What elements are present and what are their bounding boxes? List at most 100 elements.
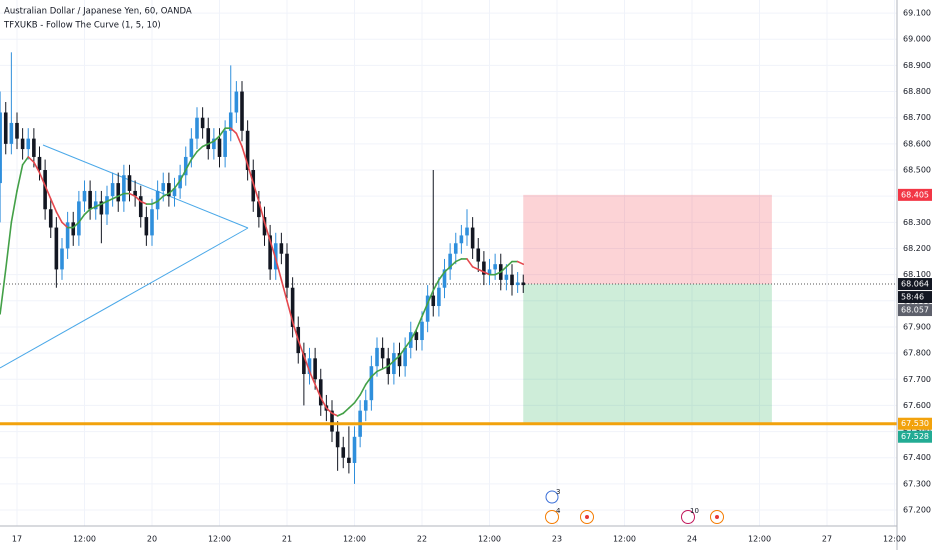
price-label-bg	[898, 430, 932, 443]
candle-body	[262, 217, 267, 236]
y-tick-label: 67.300	[903, 479, 931, 488]
curve-segment	[258, 200, 266, 224]
curve-segment	[55, 211, 63, 224]
target-zone	[523, 284, 772, 425]
candle-body	[127, 175, 132, 191]
candle-body	[26, 138, 31, 150]
candle-body	[150, 209, 154, 236]
y-tick-label: 68.100	[903, 270, 931, 279]
curve-segment	[303, 354, 311, 373]
candle-body	[223, 130, 227, 157]
candle-body	[77, 201, 81, 236]
candle-body	[493, 264, 497, 270]
candle-body	[453, 243, 458, 254]
curve-segment	[218, 127, 226, 137]
curve-segment	[353, 394, 361, 404]
curve-segment	[139, 200, 148, 205]
candle-body	[240, 91, 244, 131]
curve-segment	[286, 299, 294, 323]
curve-segment	[387, 360, 395, 367]
candle-body	[32, 138, 36, 157]
event-dot	[585, 515, 589, 519]
curve-segment	[404, 339, 412, 349]
axes: 69.100 69.000 68.900 68.800 68.700 68.600 68.5…	[12, 9, 932, 544]
candle-body	[245, 130, 250, 171]
price-label: 68.057	[901, 306, 929, 315]
candle-body	[0, 112, 2, 184]
candle-body	[515, 282, 520, 286]
candle-body	[341, 447, 346, 458]
stop-zone	[523, 194, 772, 285]
curve-segment	[466, 258, 474, 268]
x-tick-label: 27	[822, 535, 832, 544]
curve-segment	[83, 208, 91, 216]
y-tick-label: 69.000	[903, 35, 931, 44]
curve-segment	[319, 396, 328, 409]
curve-segment	[297, 339, 305, 357]
candle-body	[9, 122, 14, 144]
curve-segment	[359, 383, 367, 396]
event-icon[interactable]	[681, 510, 695, 524]
candle-body	[212, 138, 216, 150]
candle-body	[206, 128, 211, 150]
position-tool	[0, 194, 897, 425]
curve-segment	[241, 145, 249, 166]
candle-body	[234, 91, 239, 113]
candle-body	[437, 287, 441, 307]
candle-body	[392, 353, 396, 375]
curve-segment	[516, 260, 525, 265]
curve-segment	[274, 258, 283, 281]
candle-body	[521, 282, 526, 286]
curve-segment	[196, 145, 204, 153]
curve-segment	[421, 302, 429, 318]
curve-segment	[348, 402, 356, 409]
curve-segment	[10, 190, 18, 224]
curve-segment	[291, 320, 300, 341]
curve-segment	[44, 184, 52, 200]
candle-body	[459, 235, 464, 244]
x-tick-label: 12:00	[613, 535, 636, 544]
event-icon[interactable]	[545, 510, 559, 524]
x-tick-label: 12:00	[478, 535, 501, 544]
price-label-bg	[898, 188, 932, 201]
curve-segment	[331, 412, 339, 417]
curve-segment	[100, 200, 108, 205]
curve-segment	[134, 195, 142, 203]
candle-body	[105, 196, 109, 215]
candle-body	[54, 227, 59, 270]
candle-body	[99, 201, 104, 215]
x-tick-label: 12:00	[748, 535, 771, 544]
candle-body	[20, 138, 25, 150]
curve-segment	[393, 354, 401, 362]
countdown: 58:46	[901, 293, 924, 302]
price-label: 68.064	[901, 280, 929, 289]
curve-segment	[72, 221, 80, 229]
x-tick-label: 12:00	[343, 535, 366, 544]
curve-segment	[89, 205, 97, 211]
curve-segment	[398, 347, 406, 357]
y-tick-label: 67.400	[903, 453, 931, 462]
candle-body	[352, 436, 357, 463]
curve-segment	[252, 182, 260, 203]
curve-segment	[381, 365, 390, 370]
candle-body	[363, 400, 368, 411]
candle-body	[510, 274, 514, 286]
candle-body	[285, 253, 289, 288]
curve-segment	[494, 271, 502, 276]
curve-segment	[117, 192, 125, 197]
x-tick-label: 21	[282, 535, 292, 544]
curve-segment	[454, 258, 463, 263]
curve-segment	[78, 213, 86, 224]
triangle-drawing	[42, 144, 249, 229]
x-tick-label: 24	[687, 535, 697, 544]
curve-segment	[280, 279, 288, 302]
y-tick-label: 68.600	[903, 139, 931, 148]
curve-segment	[106, 197, 114, 203]
candle-body	[397, 353, 402, 367]
candle-body	[431, 295, 436, 307]
candle-body	[347, 457, 351, 463]
event-icon[interactable]	[545, 490, 559, 504]
plot	[0, 52, 897, 484]
event-count: 10	[690, 507, 699, 515]
